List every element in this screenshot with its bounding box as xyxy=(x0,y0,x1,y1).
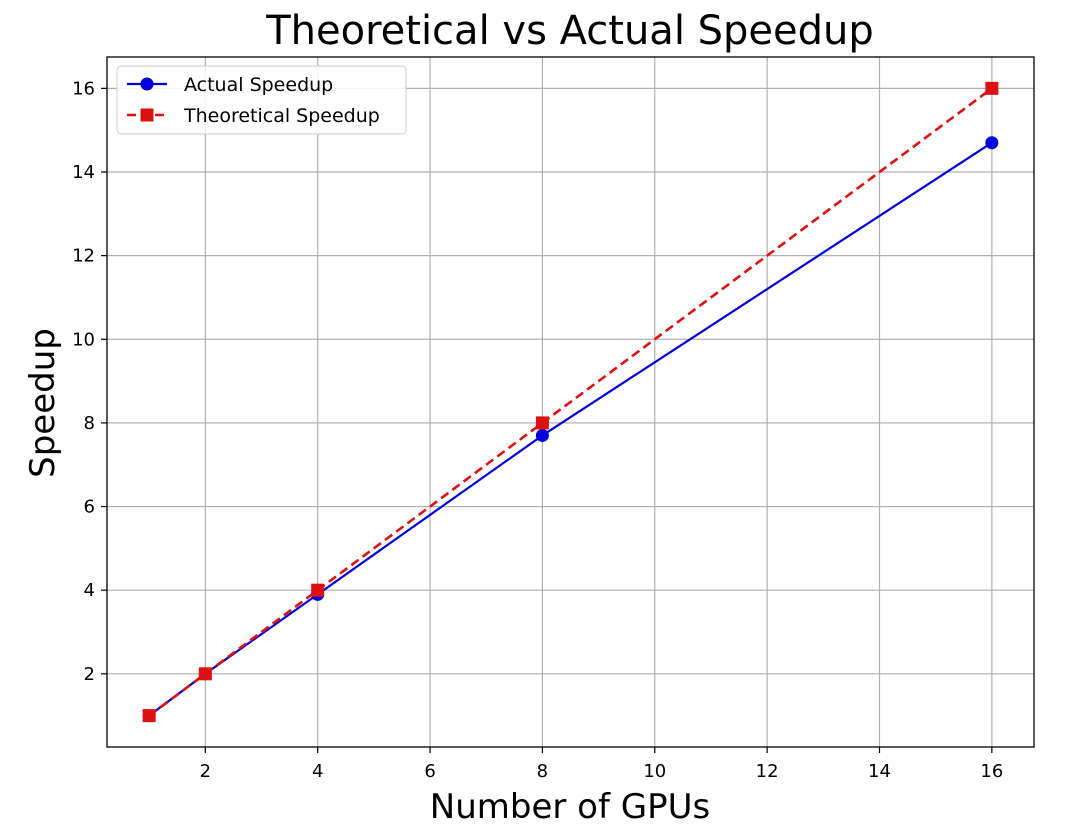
y-tick-label: 10 xyxy=(72,329,95,350)
y-tick-label: 6 xyxy=(84,497,95,518)
x-tick-label: 10 xyxy=(643,761,666,782)
x-axis-label: Number of GPUs xyxy=(430,787,710,827)
y-tick-label: 2 xyxy=(84,664,95,685)
x-tick-label: 14 xyxy=(868,761,891,782)
legend-marker-actual xyxy=(140,77,154,91)
x-tick-label: 6 xyxy=(424,761,435,782)
data-point-theoretical-speedup xyxy=(142,709,156,723)
plot-frame xyxy=(106,56,1035,748)
x-tick-label: 8 xyxy=(537,761,548,782)
legend: Actual Speedup Theoretical Speedup xyxy=(116,65,407,135)
chart-title: Theoretical vs Actual Speedup xyxy=(265,8,874,54)
y-axis-ticks: 2 4 6 8 10 12 14 16 xyxy=(72,78,107,685)
legend-box xyxy=(116,65,407,135)
x-tick-label: 4 xyxy=(312,761,323,782)
series-markers xyxy=(142,81,999,723)
y-tick-label: 14 xyxy=(72,162,95,183)
x-tick-label: 12 xyxy=(756,761,779,782)
data-point-theoretical-speedup xyxy=(535,416,549,430)
data-point-theoretical-speedup xyxy=(311,583,325,597)
x-tick-label: 16 xyxy=(980,761,1003,782)
grid-lines xyxy=(107,57,1034,747)
legend-marker-theoretical xyxy=(140,108,154,122)
legend-label-theoretical: Theoretical Speedup xyxy=(183,105,380,127)
x-axis-ticks: 2 4 6 8 10 12 14 16 xyxy=(200,747,1003,782)
y-tick-label: 8 xyxy=(84,413,95,434)
y-tick-label: 12 xyxy=(72,246,95,267)
series-lines xyxy=(148,87,993,717)
x-tick-label: 2 xyxy=(200,761,211,782)
data-point-actual-speedup xyxy=(535,428,549,442)
y-tick-label: 16 xyxy=(72,78,95,99)
legend-label-actual: Actual Speedup xyxy=(184,74,333,96)
data-point-theoretical-speedup xyxy=(198,667,212,681)
data-point-theoretical-speedup xyxy=(985,81,999,95)
y-axis-label: Speedup xyxy=(23,328,63,478)
y-tick-label: 4 xyxy=(84,580,95,601)
data-point-actual-speedup xyxy=(985,136,999,150)
series-line-actual-speedup xyxy=(148,141,993,717)
series-line-theoretical-speedup xyxy=(148,87,993,717)
